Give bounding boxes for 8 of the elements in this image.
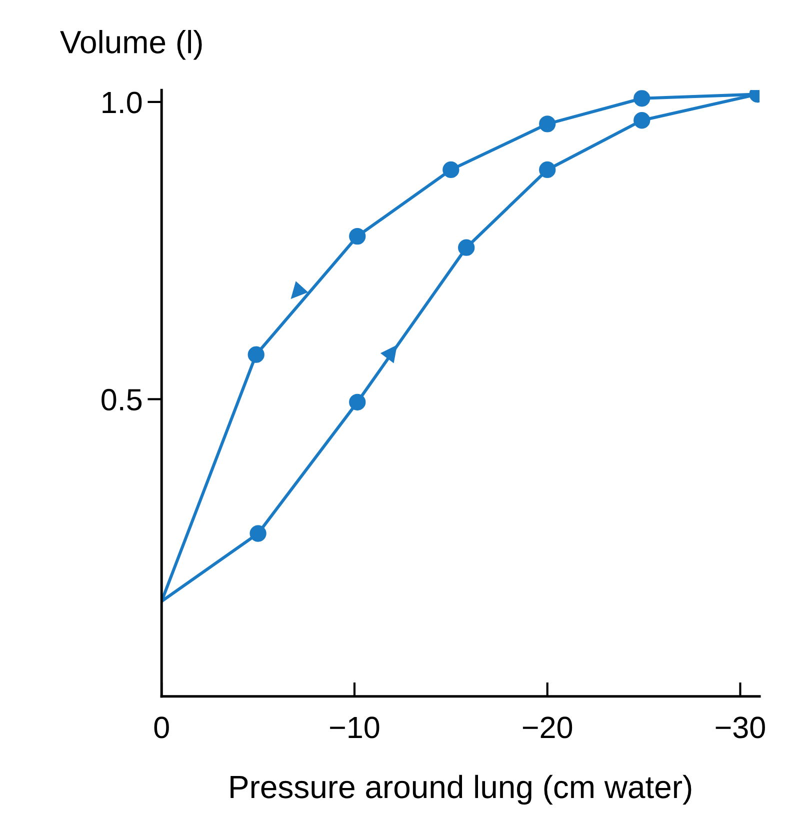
y-axis-title: Volume (l) <box>60 30 202 60</box>
y-tick-label: 1.0 <box>102 92 142 114</box>
x-tick-label: −20 <box>522 716 572 738</box>
y-tick-label: 0.5 <box>102 388 142 411</box>
x-tick-label: −10 <box>330 716 380 738</box>
x-tick-label: −30 <box>716 716 765 738</box>
x-tick-label: 0 <box>154 716 169 738</box>
x-axis-title: Pressure around lung (cm water) <box>230 774 692 805</box>
